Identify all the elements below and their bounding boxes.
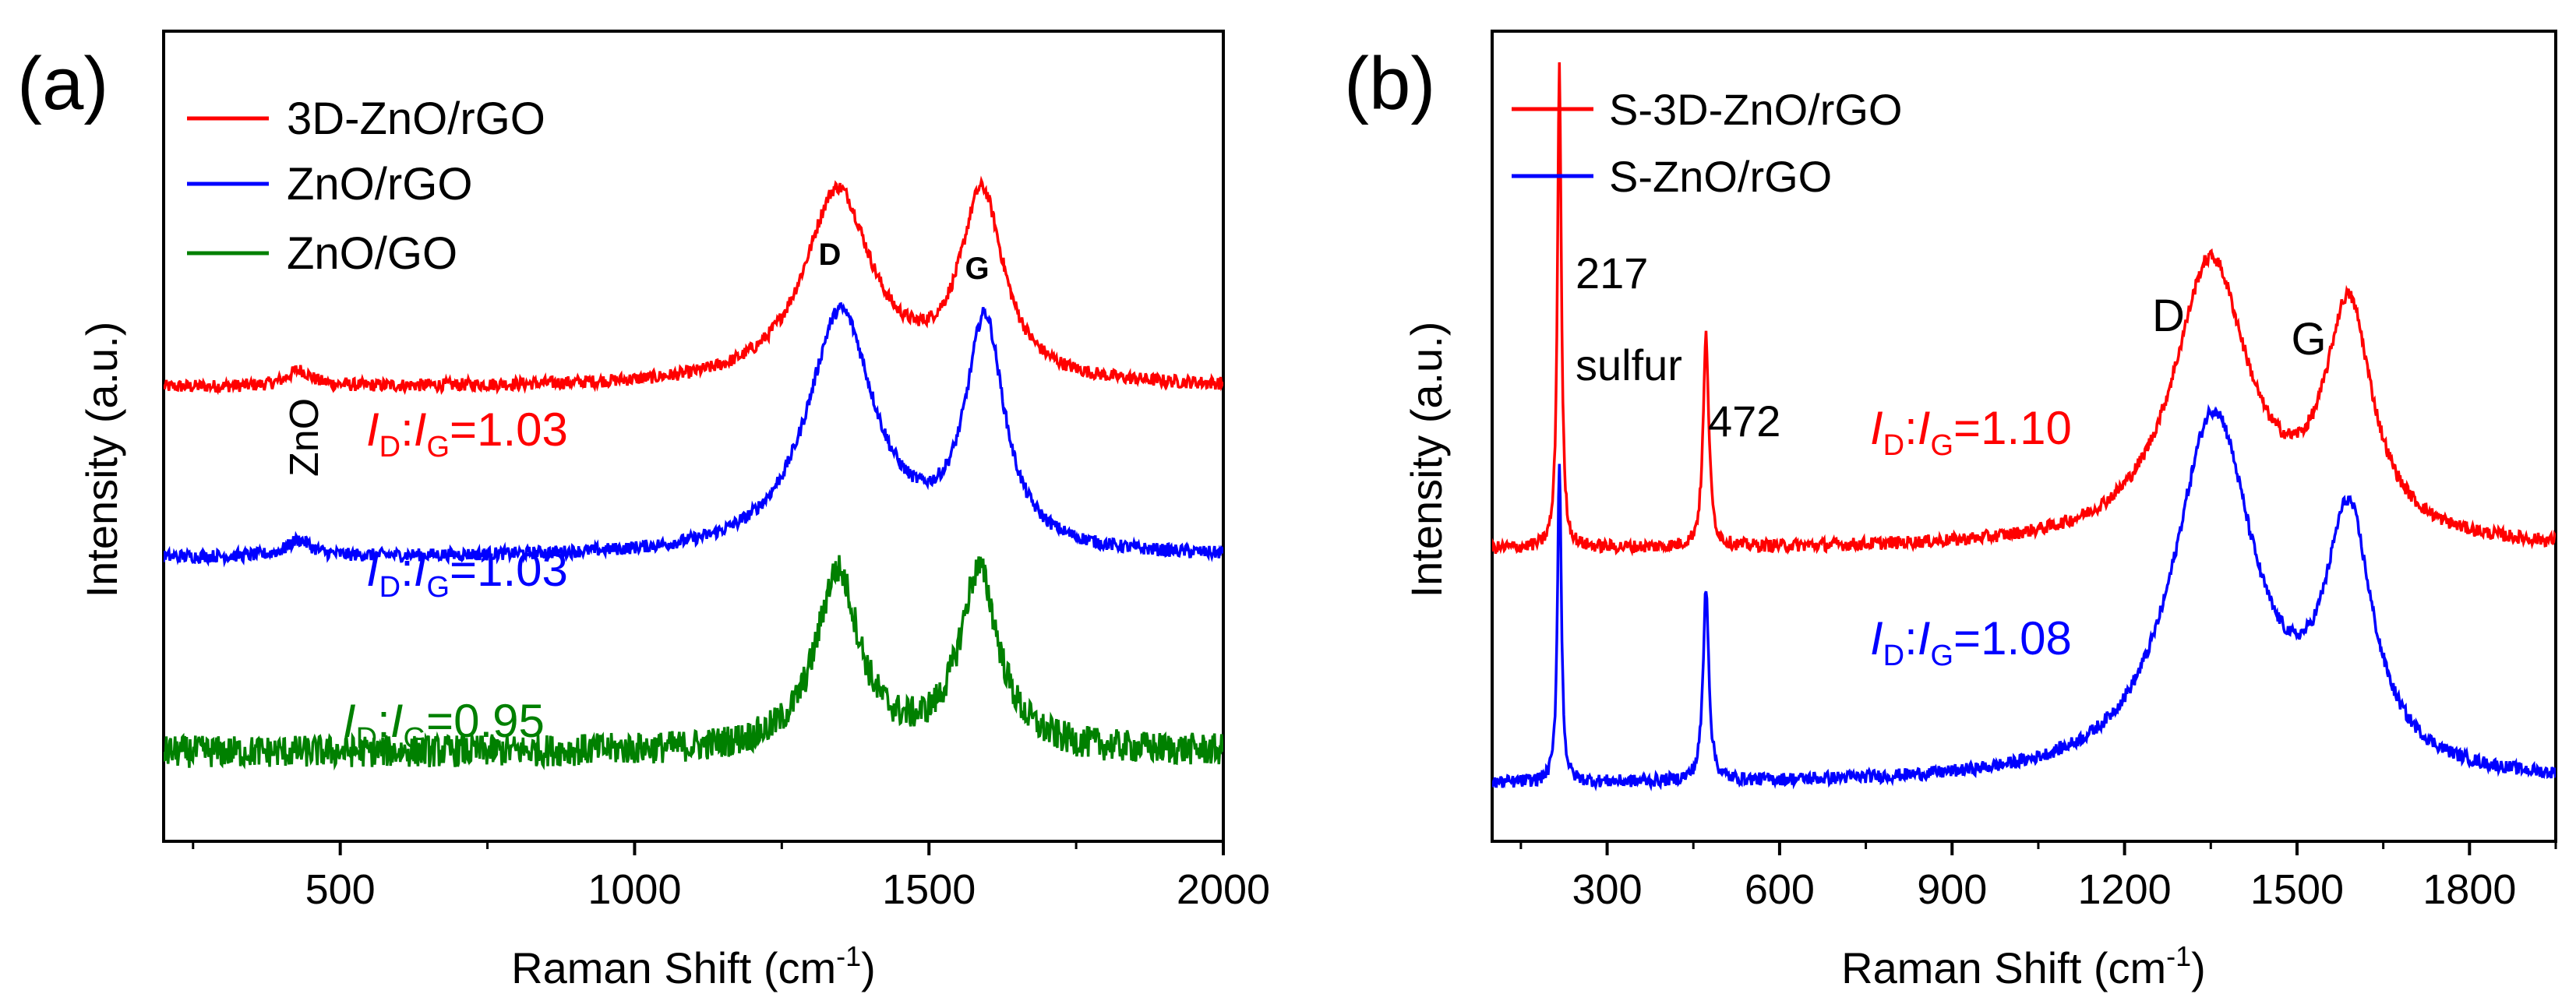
x-tick-label-b-600: 600 — [1745, 866, 1815, 913]
ratio-label-3d-zno-rgo: ID:IG=1.03 — [366, 404, 568, 463]
x-tick-label-a-1500: 1500 — [882, 866, 976, 913]
annotation-472: 472 — [1708, 397, 1780, 446]
legend-label-s-3d-zno-rgo: S-3D-ZnO/rGO — [1609, 85, 1902, 134]
series-line-zno-go — [164, 555, 1223, 771]
ratio-label-s-zno-rgo: ID:IG=1.08 — [1870, 612, 2072, 672]
x-tick-label-b-1500: 1500 — [2250, 866, 2344, 913]
x-tick-label-b-300: 300 — [1572, 866, 1643, 913]
annotation-g-peak-b: G — [2291, 314, 2326, 365]
annotation-sulfur: sulfur — [1576, 340, 1682, 389]
annotation-d-peak-a: D — [819, 238, 842, 272]
legend-label-zno-go: ZnO/GO — [287, 228, 457, 279]
series-line-s-zno-rgo — [1492, 404, 2556, 792]
panel-b-label: (b) — [1344, 42, 1435, 125]
x-tick-label-b-1800: 1800 — [2422, 866, 2516, 913]
series-line-zno-rgo — [164, 301, 1223, 568]
x-tick-label-b-900: 900 — [1917, 866, 1987, 913]
annotation-g-peak-a: G — [965, 252, 989, 286]
legend-label-s-zno-rgo: S-ZnO/rGO — [1609, 152, 1832, 201]
ratio-label-zno-rgo: ID:IG=1.03 — [366, 544, 568, 604]
panel-a: (a) 500 1000 1500 2000 Intensity (a.u.) Ram… — [17, 30, 1270, 992]
panel-b-xlabel: Raman Shift (cm-1) — [1841, 940, 2206, 992]
ratio-label-zno-go: ID:IG=0.95 — [343, 695, 545, 755]
annotation-zno: ZnO — [282, 398, 327, 477]
panel-b-ylabel: Intensity (a.u.) — [1402, 322, 1451, 598]
panel-a-plot-frame — [162, 30, 1225, 843]
x-tick-label-b-1200: 1200 — [2078, 866, 2172, 913]
panel-b-plot-frame — [1491, 30, 2557, 843]
panel-a-label: (a) — [17, 42, 108, 125]
x-tick-label-a-1000: 1000 — [588, 866, 681, 913]
panel-a-xlabel: Raman Shift (cm-1) — [511, 940, 876, 992]
annotation-d-peak-b: D — [2152, 291, 2185, 341]
panel-b-legend: S-3D-ZnO/rGO S-ZnO/rGO — [1512, 85, 1902, 201]
legend-label-3d-zno-rgo: 3D-ZnO/rGO — [287, 93, 545, 144]
panel-a-ylabel: Intensity (a.u.) — [77, 322, 126, 598]
panel-a-legend: 3D-ZnO/rGO ZnO/rGO ZnO/GO — [187, 93, 545, 279]
annotation-217: 217 — [1576, 248, 1648, 298]
series-line-3d-zno-rgo — [164, 175, 1223, 396]
series-line-s-3d-zno-rgo — [1492, 62, 2556, 557]
x-tick-label-a-2000: 2000 — [1177, 866, 1270, 913]
x-tick-label-a-500: 500 — [305, 866, 376, 913]
panel-b: (b) 300 600 900 1200 1500 1800 Intensity (a.u… — [1344, 30, 2557, 992]
ratio-label-s-3d-zno-rgo: ID:IG=1.10 — [1870, 402, 2072, 462]
legend-label-zno-rgo: ZnO/rGO — [287, 159, 472, 210]
